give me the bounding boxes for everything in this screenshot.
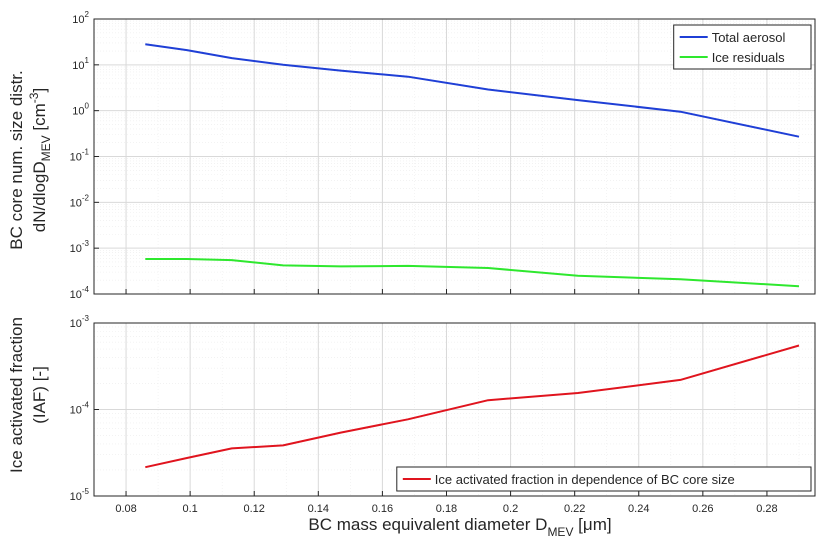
bottom-panel-series [145,344,800,469]
top-panel-series [145,43,800,288]
y-tick-label: 10-4 [70,401,90,417]
x-tick-label: 0.18 [436,503,457,515]
top-y-axis-label-line2: dN/dlogDMEV [cm-3] [27,88,53,232]
top-panel-size-distribution: 10-4 10-3 10-2 10-1 100 101 102 Total aerosol I… [70,10,816,301]
x-tick-label: 0.22 [564,503,585,515]
y-tick-label: 10-2 [70,193,90,209]
x-tick-label: 0.14 [308,503,329,515]
bottom-panel-x-tick-labels: 0.08 0.1 0.12 0.14 0.16 0.18 0.2 0.22 0.24 0.26 0.… [115,491,778,515]
bottom-panel-legend: Ice activated fraction in dependence of … [396,466,812,492]
y-tick-label: 102 [72,10,89,26]
series-line-2 [145,258,800,288]
y-tick-label: 10-3 [70,314,90,330]
legend-box [673,24,812,70]
x-tick-label: 0.2 [503,503,518,515]
bottom-y-axis-label-line2: (IAF) [-] [30,366,49,424]
x-tick-label: 0.16 [372,503,393,515]
top-y-axis-label-line1: BC core num. size distr. [7,70,26,250]
legend-label: Ice activated fraction in dependence of … [435,472,735,487]
bottom-panel-ice-activated-fraction: 10-510-410-3 0.08 0.1 0.12 0.14 0.16 0.18 0.2 0… [70,314,816,515]
legend-label: Total aerosol [712,30,786,45]
top-panel-legend: Total aerosol Ice residuals [673,24,812,70]
bottom-panel-axes-box [93,322,816,497]
x-tick-label: 0.12 [244,503,265,515]
x-tick-label: 0.26 [692,503,713,515]
y-tick-label: 10-3 [70,239,90,255]
y-tick-label: 101 [72,56,89,72]
top-panel-x-tick-marks [125,289,768,294]
x-tick-label: 0.1 [182,503,197,515]
top-panel-y-tick-labels: 10-4 10-3 10-2 10-1 100 101 102 [70,10,99,301]
bottom-panel-y-tick-labels: 10-5 10-4 10-3 [70,314,99,503]
y-tick-label: 10-4 [70,285,90,301]
x-axis-label: BC mass equivalent diameter DMEV [μm] [308,515,611,539]
x-tick-label: 0.08 [115,503,136,515]
legend-box [396,466,812,492]
y-tick-label: 10-1 [70,148,90,164]
x-tick-label: 0.24 [628,503,649,515]
top-panel-axes-box [93,18,816,295]
legend-label: Ice residuals [712,50,785,65]
y-tick-label: 100 [72,102,89,118]
series-line-1 [145,344,800,469]
series-line-1 [145,43,800,138]
top-panel-grid [93,18,815,295]
bottom-y-axis-label-line1: Ice activated fraction [7,317,26,473]
x-tick-label: 0.28 [756,503,777,515]
y-tick-label: 10-5 [70,487,90,503]
